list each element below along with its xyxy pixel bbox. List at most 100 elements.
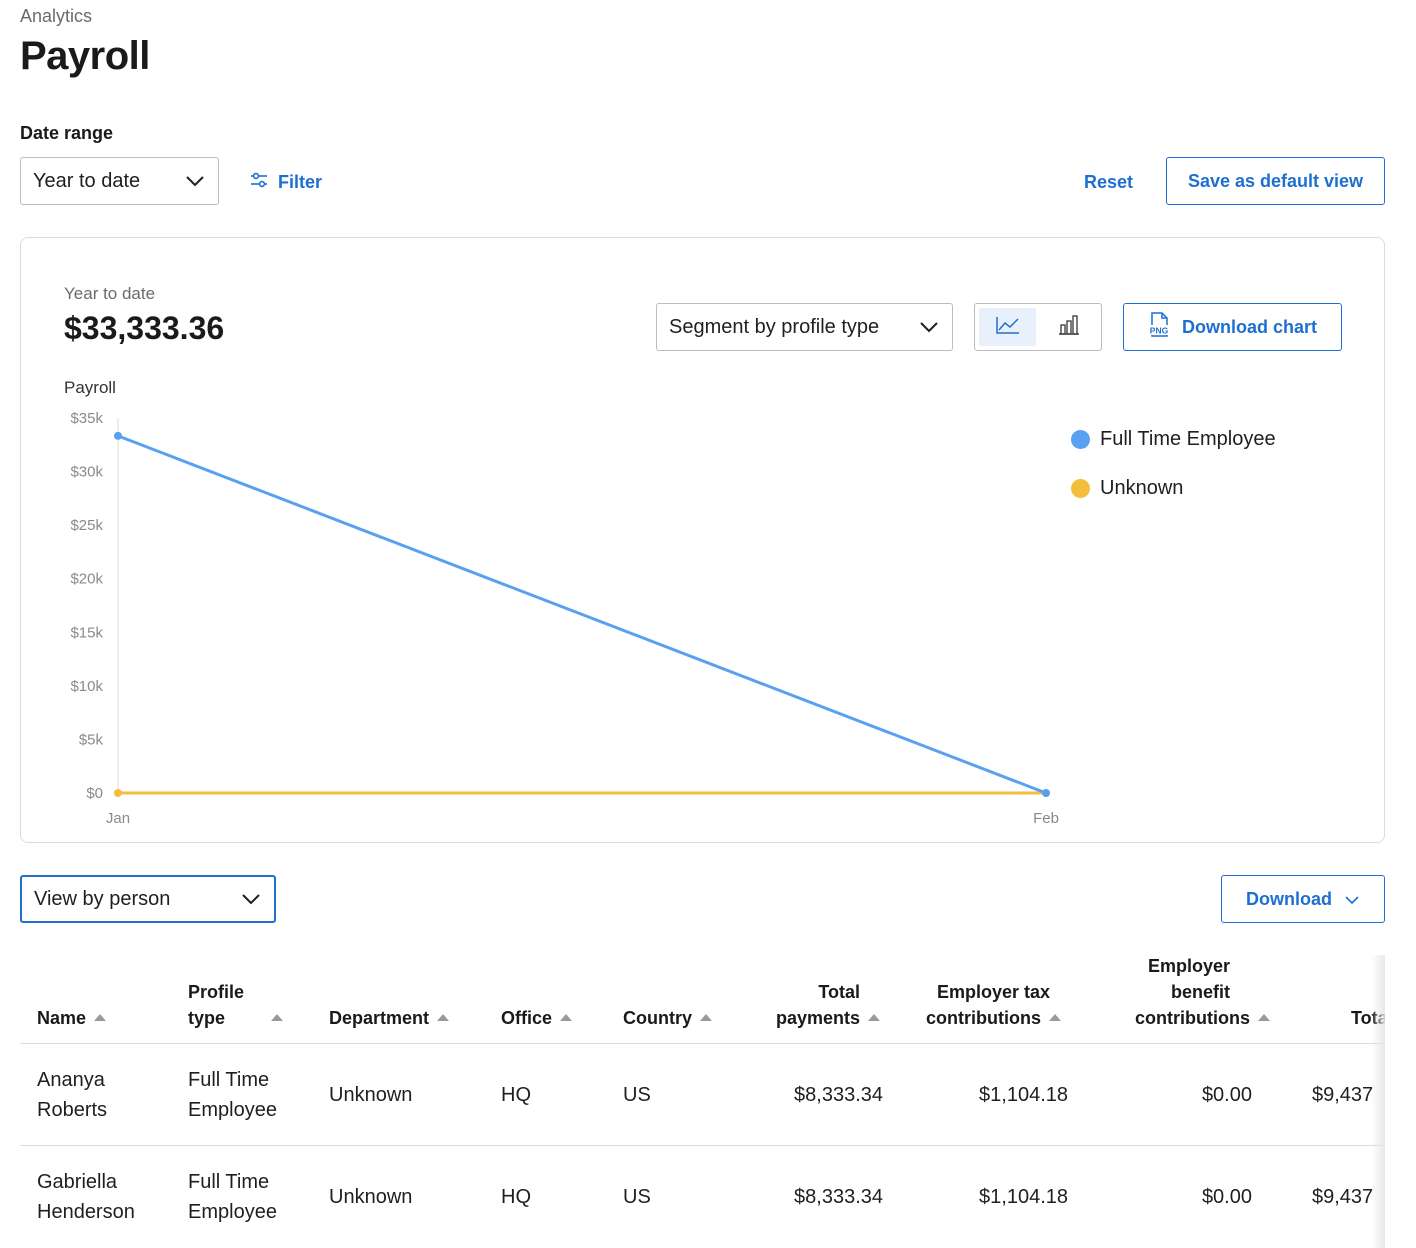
- view-by-select[interactable]: View by person: [20, 875, 276, 923]
- segment-select[interactable]: Segment by profile type: [656, 303, 953, 351]
- cell-office: HQ: [501, 1186, 531, 1208]
- legend-item-unknown[interactable]: Unknown: [1071, 477, 1276, 500]
- horizontal-scroll-shadow: [1371, 955, 1385, 1248]
- header-label: Name: [37, 1008, 87, 1028]
- sort-asc-icon: [1049, 1013, 1061, 1021]
- cell-name: Gabriella Henderson: [37, 1171, 135, 1223]
- x-tick-label: Jan: [106, 810, 130, 827]
- header-label: Office: [501, 1008, 553, 1028]
- cell-total-payments: $8,333.34: [794, 1186, 883, 1208]
- column-header-name[interactable]: Name: [37, 1005, 107, 1031]
- chevron-down-icon: [184, 170, 206, 192]
- header-label: Department: [329, 1008, 430, 1028]
- cell-profile-type: Full Time Employee: [188, 1171, 277, 1223]
- column-header-profile-type[interactable]: Profile type: [188, 979, 284, 1031]
- line-chart-toggle[interactable]: [979, 308, 1036, 346]
- y-tick-label: $0: [86, 785, 103, 802]
- sort-asc-icon: [271, 1013, 284, 1021]
- row-divider: [20, 1043, 1385, 1044]
- legend-label: Full Time Employee: [1100, 428, 1276, 450]
- chart-legend: Full Time Employee Unknown: [1071, 428, 1276, 526]
- chart-card: Year to date $33,333.36 Segment by profi…: [20, 237, 1385, 843]
- column-header-total-payments[interactable]: Total payments: [760, 979, 880, 1031]
- column-header-office[interactable]: Office: [501, 1005, 573, 1031]
- y-tick-label: $15k: [70, 624, 103, 641]
- column-header-employer-tax[interactable]: Employer tax contributions: [926, 979, 1061, 1031]
- line-chart-icon: [995, 316, 1020, 339]
- png-file-icon: PNG: [1147, 311, 1170, 343]
- save-default-view-button[interactable]: Save as default view: [1166, 157, 1385, 205]
- sort-asc-icon: [1258, 1013, 1270, 1021]
- y-axis-title: Payroll: [64, 378, 116, 397]
- page-title: Payroll: [20, 34, 150, 78]
- cell-department: Unknown: [329, 1186, 413, 1208]
- date-range-value: Year to date: [33, 169, 141, 192]
- y-tick-label: $10k: [70, 678, 103, 695]
- header-label: Profile: [188, 982, 245, 1002]
- sort-asc-icon: [868, 1013, 880, 1021]
- data-point[interactable]: [114, 431, 122, 440]
- period-label: Year to date: [64, 284, 156, 303]
- column-header-country[interactable]: Country: [623, 1005, 712, 1031]
- header-label: Country: [623, 1008, 692, 1028]
- cell-country: US: [623, 1186, 651, 1208]
- cell-employer-tax: $1,104.18: [979, 1186, 1068, 1208]
- data-point[interactable]: [114, 789, 122, 797]
- cell-department: Unknown: [329, 1084, 413, 1106]
- sort-asc-icon: [437, 1013, 450, 1021]
- cell-employer-benefit: $0.00: [1201, 1186, 1252, 1208]
- total-value: $33,333.36: [64, 310, 225, 346]
- segment-select-value: Segment by profile type: [669, 315, 880, 338]
- download-chart-button[interactable]: PNG Download chart: [1123, 303, 1342, 351]
- series-line-0: [117, 434, 1047, 795]
- sort-asc-icon: [94, 1013, 107, 1021]
- y-tick-label: $35k: [70, 410, 103, 427]
- sort-asc-icon: [700, 1013, 712, 1021]
- legend-dot: [1071, 430, 1090, 449]
- cell-office: HQ: [501, 1084, 531, 1106]
- payroll-table: Name Profile type Department Office Coun…: [20, 945, 1385, 1248]
- data-point[interactable]: [1042, 789, 1050, 797]
- cell-employer-benefit: $0.00: [1201, 1084, 1252, 1106]
- filter-button[interactable]: Filter: [250, 170, 322, 194]
- png-badge: PNG: [1150, 325, 1169, 335]
- date-range-select[interactable]: Year to date: [20, 157, 219, 205]
- cell-total: $9,437: [1312, 1186, 1374, 1208]
- chevron-down-icon: [1344, 889, 1360, 910]
- sliders-icon: [250, 172, 268, 193]
- date-range-label: Date range: [20, 123, 114, 143]
- header-label: Employer: [1147, 956, 1230, 976]
- column-header-department[interactable]: Department: [329, 1005, 450, 1031]
- legend-item-full-time-employee[interactable]: Full Time Employee: [1071, 428, 1276, 451]
- cell-employer-tax: $1,104.18: [979, 1084, 1068, 1106]
- column-header-employer-benefit[interactable]: Employer benefit contributions: [1110, 953, 1270, 1031]
- cell-total: $9,437: [1312, 1084, 1374, 1106]
- chevron-down-icon: [240, 888, 262, 910]
- y-tick-label: $20k: [70, 571, 103, 588]
- header-label: contributions: [1135, 1008, 1250, 1028]
- header-label: benefit: [1170, 982, 1230, 1002]
- header-label: type: [188, 1008, 226, 1028]
- bar-chart-toggle[interactable]: [1040, 308, 1097, 346]
- legend-dot: [1071, 479, 1090, 498]
- filter-label: Filter: [278, 171, 323, 192]
- download-label: Download: [1246, 888, 1332, 909]
- sort-asc-icon: [560, 1013, 573, 1021]
- cell-total-payments: $8,333.34: [794, 1084, 883, 1106]
- header-label: contributions: [926, 1008, 1041, 1028]
- download-table-button[interactable]: Download: [1221, 875, 1385, 923]
- view-by-value: View by person: [34, 887, 171, 910]
- legend-label: Unknown: [1100, 477, 1184, 499]
- header-label: Total: [818, 982, 860, 1002]
- breadcrumb[interactable]: Analytics: [20, 6, 93, 26]
- x-tick-label: Feb: [1033, 810, 1059, 827]
- reset-button[interactable]: Reset: [1084, 171, 1134, 192]
- header-label: Employer tax: [936, 982, 1051, 1002]
- bar-chart-icon: [1058, 314, 1080, 340]
- payroll-line-chart: Payroll $0 $5k $10k $15k $20k $25k $30k $35k Ja…: [64, 378, 1059, 827]
- y-tick-label: $30k: [70, 464, 103, 481]
- cell-name: Ananya Roberts: [37, 1069, 108, 1121]
- y-tick-label: $5k: [79, 731, 104, 748]
- chevron-down-icon: [918, 316, 940, 338]
- cell-profile-type: Full Time Employee: [188, 1069, 277, 1121]
